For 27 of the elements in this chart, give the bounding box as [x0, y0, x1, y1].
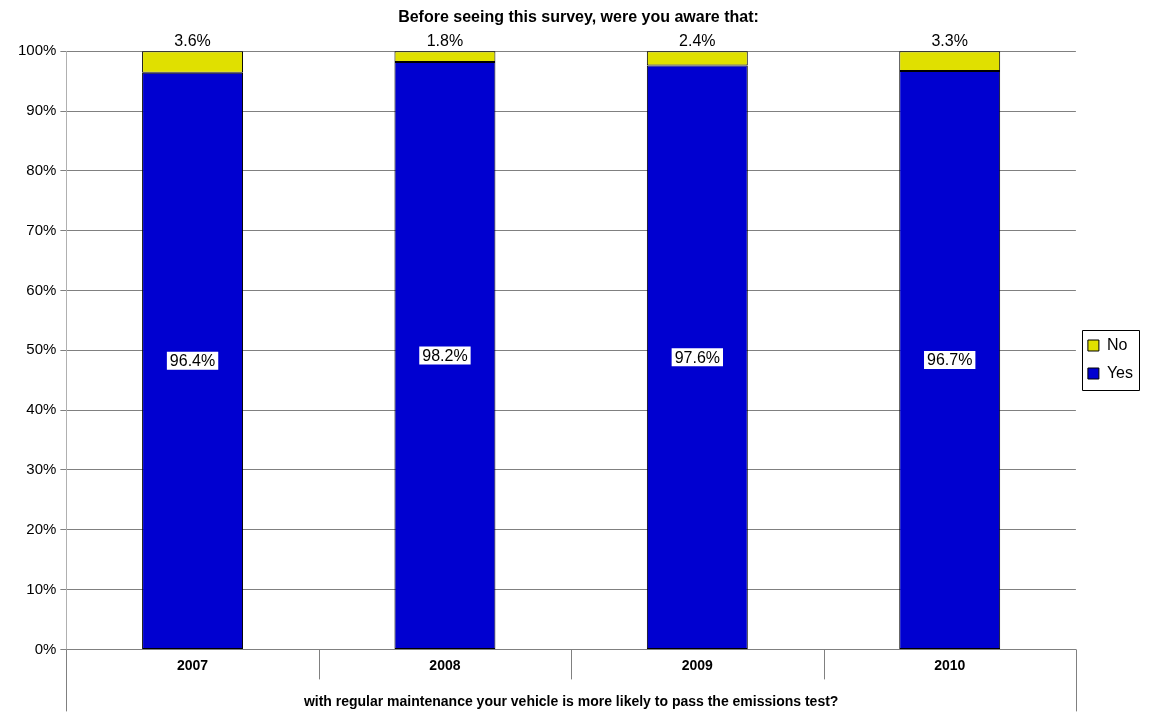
y-tick-label: 60% [26, 280, 57, 298]
x-tick-label: 2010 [934, 656, 966, 673]
x-tick-label: 2008 [429, 656, 461, 673]
y-tick-label: 100% [17, 41, 57, 59]
data-label: 2.4% [679, 31, 716, 49]
x-axis-title: with regular maintenance your vehicle is more likely to pass the emissions test? [302, 693, 839, 710]
data-label: 3.6% [174, 31, 211, 49]
data-label: 1.8% [426, 31, 464, 49]
y-tick-label: 20% [26, 519, 57, 537]
y-tick-label: 30% [26, 460, 57, 478]
chart-title: Before seeing this survey, were you aware that: [398, 8, 759, 26]
x-tick-label: 2007 [176, 656, 209, 673]
y-tick-label: 90% [26, 101, 57, 119]
y-tick-label: 50% [26, 340, 57, 358]
legend-label: Yes [1106, 363, 1134, 381]
data-label: 97.6% [674, 348, 721, 366]
x-tick-label: 2009 [681, 656, 714, 673]
data-label: 96.7% [927, 351, 973, 369]
y-tick-label: 80% [26, 160, 57, 178]
y-tick-label: 70% [26, 220, 57, 238]
data-label: 96.4% [169, 352, 216, 370]
data-label: 98.2% [422, 346, 468, 364]
data-label: 3.3% [931, 31, 968, 49]
y-tick-label: 40% [26, 400, 57, 418]
legend-label: No [1106, 335, 1128, 353]
y-tick-label: 0% [34, 639, 57, 657]
y-tick-label: 10% [26, 579, 57, 597]
